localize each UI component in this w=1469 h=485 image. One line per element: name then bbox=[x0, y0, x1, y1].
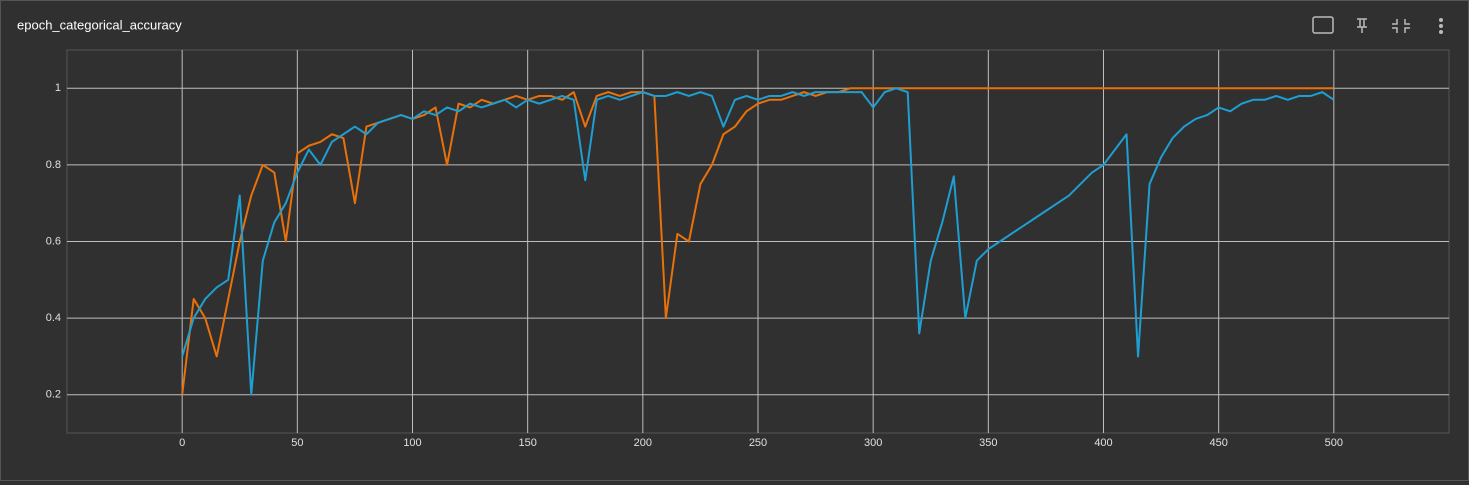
y-tick-label: 1 bbox=[55, 82, 61, 94]
x-tick-label: 250 bbox=[749, 437, 767, 449]
toolbar bbox=[1312, 16, 1443, 34]
x-tick-label: 150 bbox=[518, 437, 536, 449]
x-tick-label: 0 bbox=[179, 437, 185, 449]
x-tick-label: 350 bbox=[979, 437, 997, 449]
fit-button[interactable] bbox=[1312, 16, 1334, 34]
y-tick-label: 0.6 bbox=[46, 235, 61, 247]
series-line bbox=[181, 87, 1334, 395]
x-tick-label: 500 bbox=[1325, 437, 1343, 449]
x-tick-label: 300 bbox=[864, 437, 882, 449]
chart-title: epoch_categorical_accuracy bbox=[17, 17, 182, 32]
x-tick-label: 450 bbox=[1209, 437, 1227, 449]
collapse-button[interactable] bbox=[1392, 19, 1410, 33]
x-tick-label: 200 bbox=[634, 437, 652, 449]
series-line bbox=[181, 87, 1335, 396]
y-tick-label: 0.4 bbox=[46, 312, 61, 324]
x-tick-label: 50 bbox=[291, 437, 303, 449]
y-tick-label: 0.8 bbox=[46, 159, 61, 171]
x-tick-label: 400 bbox=[1094, 437, 1112, 449]
x-tick-label: 100 bbox=[403, 437, 421, 449]
menu-button[interactable] bbox=[1439, 18, 1443, 34]
pin-button[interactable] bbox=[1357, 18, 1367, 33]
y-tick-label: 0.2 bbox=[46, 389, 61, 401]
